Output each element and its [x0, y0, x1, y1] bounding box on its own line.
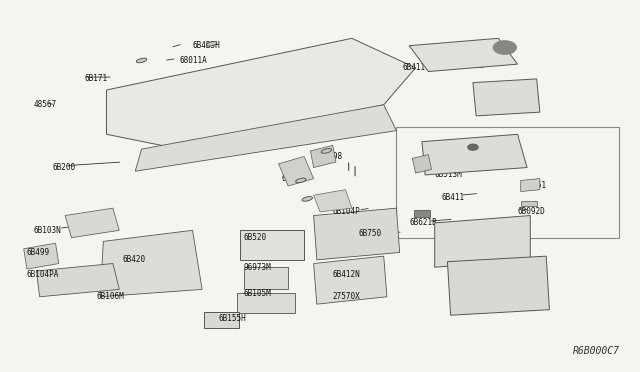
Text: 6B090EA: 6B090EA: [511, 263, 543, 272]
Polygon shape: [135, 105, 396, 171]
Text: 6B498: 6B498: [320, 152, 343, 161]
Text: 6B092D: 6B092D: [518, 207, 545, 217]
Polygon shape: [412, 155, 431, 173]
Text: 6B171: 6B171: [84, 74, 108, 83]
Bar: [241, 230, 304, 260]
Text: R6B000C7: R6B000C7: [573, 346, 620, 356]
Bar: [414, 210, 430, 217]
Bar: [521, 201, 537, 206]
Bar: [244, 267, 288, 289]
Text: 6B155H: 6B155H: [218, 314, 246, 323]
Text: 6B104PA: 6B104PA: [27, 270, 60, 279]
Text: 6B920N: 6B920N: [518, 285, 545, 294]
Polygon shape: [106, 38, 415, 149]
Text: 6B105M: 6B105M: [244, 289, 271, 298]
Text: 6B250: 6B250: [486, 93, 509, 102]
Text: 6B411: 6B411: [403, 63, 426, 72]
Bar: [237, 293, 294, 313]
Ellipse shape: [302, 197, 312, 201]
Text: 6B621: 6B621: [282, 174, 305, 183]
Text: 6B4B5H: 6B4B5H: [193, 41, 220, 50]
Text: 6B411: 6B411: [441, 193, 464, 202]
Text: 6B499: 6B499: [27, 248, 50, 257]
Ellipse shape: [296, 178, 306, 183]
Text: 27570X: 27570X: [333, 292, 360, 301]
Polygon shape: [310, 145, 336, 167]
Polygon shape: [278, 157, 314, 186]
Text: 68011A: 68011A: [180, 56, 207, 65]
Polygon shape: [447, 256, 549, 315]
Ellipse shape: [321, 149, 332, 153]
Text: 6B520: 6B520: [244, 233, 267, 242]
Text: 6B621B: 6B621B: [409, 218, 437, 227]
Text: 6B513M: 6B513M: [435, 170, 463, 179]
Text: 6B412N: 6B412N: [333, 270, 360, 279]
Polygon shape: [422, 134, 527, 175]
Polygon shape: [314, 208, 399, 260]
Polygon shape: [65, 208, 119, 238]
Text: 26479H: 26479H: [441, 145, 469, 154]
Circle shape: [493, 41, 516, 54]
Text: 96973M: 96973M: [244, 263, 271, 272]
Text: 6B620: 6B620: [460, 233, 483, 242]
Polygon shape: [409, 38, 518, 71]
Polygon shape: [314, 256, 387, 304]
Circle shape: [468, 144, 478, 150]
Text: 6B200: 6B200: [52, 163, 76, 172]
Text: 6B551: 6B551: [524, 182, 547, 190]
Polygon shape: [100, 230, 202, 297]
Text: 6B104P: 6B104P: [333, 207, 360, 217]
Polygon shape: [435, 215, 531, 267]
Polygon shape: [473, 79, 540, 116]
Bar: [396, 127, 620, 238]
Text: 48567: 48567: [33, 100, 56, 109]
Bar: [204, 311, 239, 328]
Text: 6B103N: 6B103N: [33, 226, 61, 235]
Text: 6B921N: 6B921N: [454, 266, 481, 275]
Ellipse shape: [207, 42, 217, 46]
Polygon shape: [314, 190, 352, 212]
Text: 6B420: 6B420: [122, 255, 145, 264]
Polygon shape: [36, 263, 119, 297]
Polygon shape: [521, 179, 540, 192]
Polygon shape: [24, 243, 59, 269]
Text: 6B750: 6B750: [358, 230, 381, 238]
Text: 6B106M: 6B106M: [97, 292, 125, 301]
Ellipse shape: [136, 58, 147, 63]
